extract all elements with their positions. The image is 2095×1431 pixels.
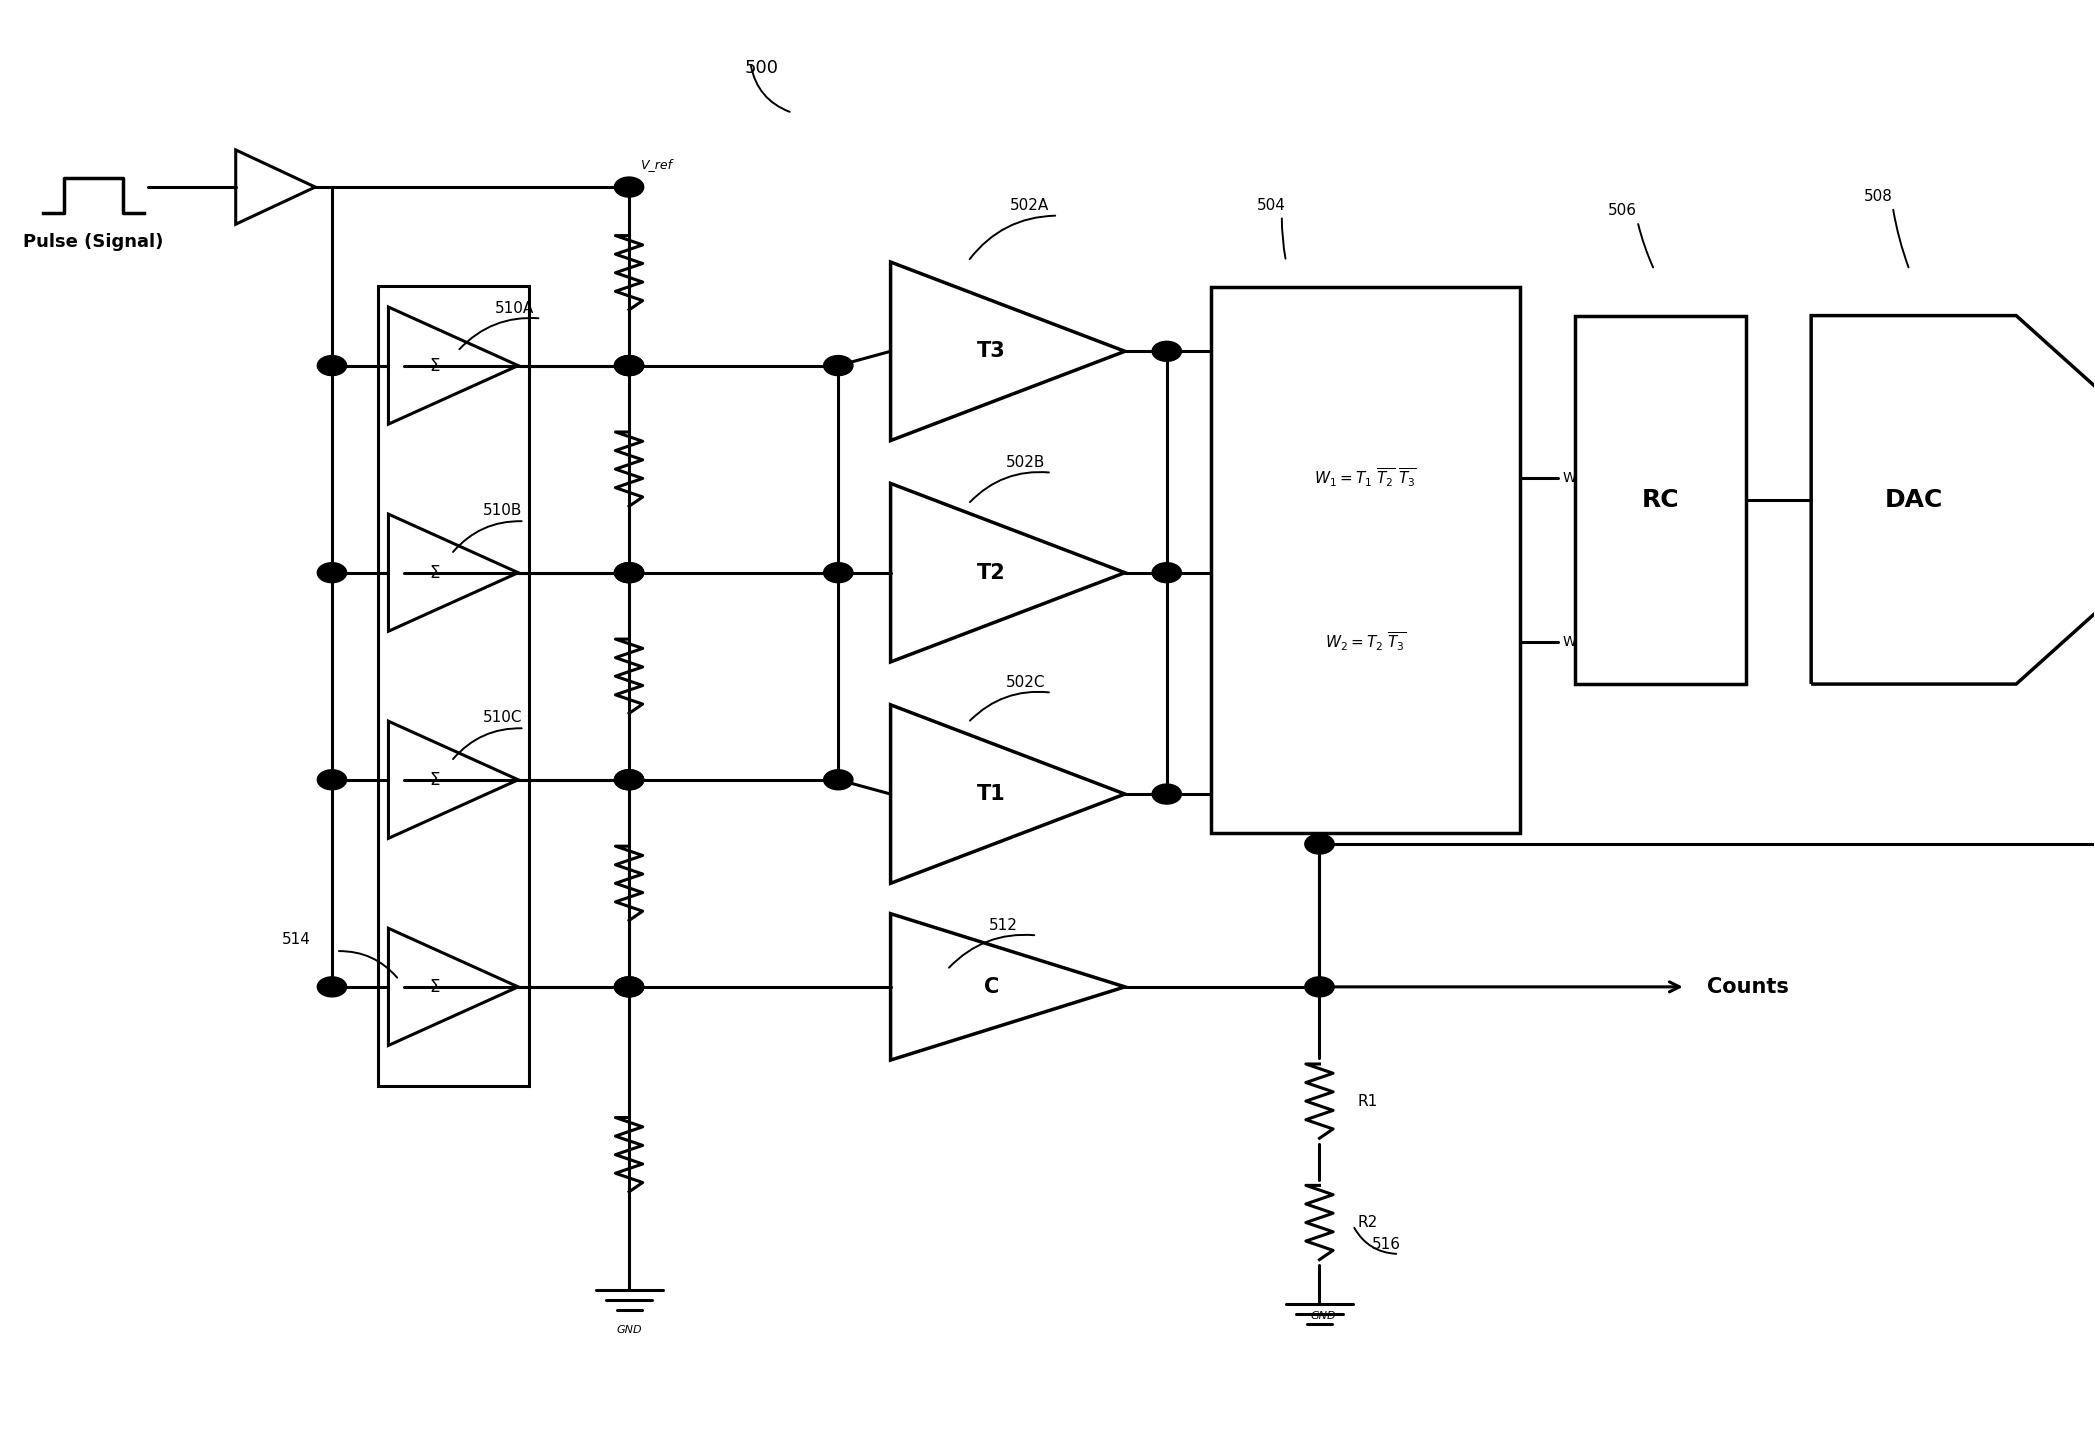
Circle shape (614, 355, 643, 375)
Text: $\Sigma$: $\Sigma$ (429, 564, 440, 581)
Text: $W_2 = T_2\ \overline{T_3}$: $W_2 = T_2\ \overline{T_3}$ (1324, 630, 1406, 653)
Text: T3: T3 (976, 342, 1006, 361)
Text: 504: 504 (1257, 197, 1286, 213)
Text: R1: R1 (1358, 1093, 1376, 1109)
Circle shape (1152, 562, 1182, 582)
Circle shape (316, 977, 346, 997)
Text: RC: RC (1642, 488, 1680, 512)
Text: C: C (985, 977, 999, 997)
Circle shape (823, 562, 853, 582)
Text: 510C: 510C (482, 711, 522, 726)
Text: W2: W2 (1563, 635, 1584, 648)
Circle shape (614, 562, 643, 582)
Circle shape (1152, 784, 1182, 804)
Text: $W_1 = T_1\ \overline{T_2}\ \overline{T_3}$: $W_1 = T_1\ \overline{T_2}\ \overline{T_… (1314, 467, 1416, 489)
FancyBboxPatch shape (1211, 288, 1521, 833)
Circle shape (614, 177, 643, 197)
Text: R2: R2 (1358, 1215, 1376, 1231)
Circle shape (316, 562, 346, 582)
Text: 506: 506 (1609, 203, 1636, 219)
Circle shape (614, 977, 643, 997)
Text: 502C: 502C (1006, 675, 1045, 690)
Text: 514: 514 (283, 932, 310, 947)
Circle shape (1305, 977, 1335, 997)
Text: 516: 516 (1372, 1236, 1402, 1252)
Text: 502A: 502A (1010, 197, 1050, 213)
Text: V_ref: V_ref (639, 159, 672, 172)
Circle shape (823, 770, 853, 790)
Text: T2: T2 (976, 562, 1006, 582)
Circle shape (1305, 834, 1335, 854)
Circle shape (614, 770, 643, 790)
Text: Counts: Counts (1707, 977, 1789, 997)
Text: 512: 512 (989, 917, 1018, 933)
Circle shape (614, 770, 643, 790)
Text: $\Sigma$: $\Sigma$ (429, 771, 440, 788)
Text: DAC: DAC (1886, 488, 1942, 512)
Text: 510B: 510B (482, 504, 522, 518)
Circle shape (614, 977, 643, 997)
Text: GND: GND (616, 1325, 641, 1335)
Text: $\Sigma$: $\Sigma$ (429, 977, 440, 996)
FancyBboxPatch shape (1575, 316, 1747, 684)
Circle shape (316, 770, 346, 790)
Circle shape (823, 355, 853, 375)
Text: Pulse (Signal): Pulse (Signal) (23, 233, 163, 250)
Text: 510A: 510A (494, 301, 534, 316)
Circle shape (1152, 342, 1182, 361)
Text: 502B: 502B (1006, 455, 1045, 469)
Text: 508: 508 (1862, 189, 1892, 205)
Text: T1: T1 (976, 784, 1006, 804)
Text: $\Sigma$: $\Sigma$ (429, 356, 440, 375)
Circle shape (316, 355, 346, 375)
Text: GND: GND (1311, 1311, 1337, 1321)
Circle shape (614, 562, 643, 582)
Text: 500: 500 (744, 59, 777, 76)
Text: W1: W1 (1563, 471, 1584, 485)
Circle shape (614, 355, 643, 375)
